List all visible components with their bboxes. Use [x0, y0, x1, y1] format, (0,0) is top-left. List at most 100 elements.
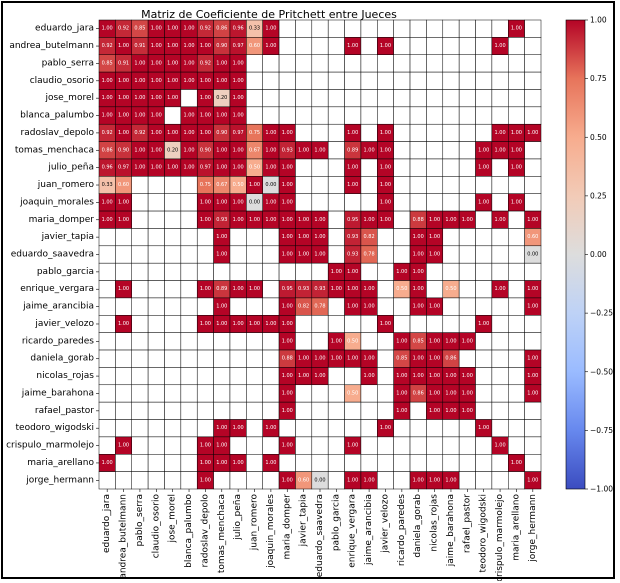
x-tick-label: jorge_hermann — [528, 494, 538, 563]
heatmap-cell — [262, 280, 280, 299]
heatmap-cell — [491, 315, 509, 333]
heatmap-cell — [360, 54, 378, 73]
heatmap-cell — [491, 89, 509, 108]
heatmap-cell — [246, 384, 263, 403]
heatmap-cell — [442, 193, 460, 212]
cell-value-label: 1.00 — [314, 356, 325, 362]
cell-value-label: 0.00 — [527, 252, 538, 258]
heatmap-cell — [295, 106, 313, 125]
cell-value-label: 1.00 — [511, 460, 522, 466]
heatmap-cell — [164, 176, 182, 194]
cell-value-label: 1.00 — [380, 165, 391, 171]
heatmap-cell — [508, 471, 525, 490]
cell-value-label: 1.00 — [314, 147, 325, 153]
heatmap-cell — [115, 262, 132, 281]
cell-value-label: 1.00 — [445, 338, 456, 344]
heatmap-cell — [426, 436, 444, 455]
cell-value-label: 0.82 — [298, 304, 309, 310]
cell-value-label: 1.00 — [282, 477, 293, 483]
heatmap-cell — [458, 19, 476, 38]
heatmap-cell — [508, 37, 525, 55]
heatmap-cell — [180, 436, 198, 455]
cell-value-label: 0.00 — [249, 199, 260, 205]
cell-value-label: 1.00 — [445, 408, 456, 414]
cell-value-label: 1.00 — [429, 338, 440, 344]
heatmap-cell — [442, 176, 460, 194]
heatmap-cells: 1.00 0.92 0.85 1.00 1.00 1.00 0.92 0.86 0.96 0.33… — [98, 19, 542, 490]
heatmap-cell — [196, 419, 214, 438]
cell-value-label: 1.00 — [413, 373, 424, 379]
cell-value-label: 0.75 — [249, 130, 260, 136]
heatmap-cell — [196, 228, 214, 247]
heatmap-cell — [360, 19, 378, 38]
heatmap-cell — [213, 471, 231, 490]
cell-value-label: 1.00 — [298, 356, 309, 362]
cell-value-label: 1.00 — [200, 217, 211, 223]
heatmap-cell — [327, 89, 345, 108]
cell-value-label: 1.00 — [413, 269, 424, 275]
heatmap-cell — [295, 193, 313, 212]
heatmap-cell — [196, 332, 214, 351]
heatmap-cell — [508, 176, 525, 194]
y-tick-label: pablo_serra — [42, 58, 94, 68]
cell-value-label: 1.00 — [216, 443, 227, 449]
heatmap-cell — [377, 262, 394, 281]
heatmap-cell — [131, 419, 149, 438]
cell-value-label: 1.00 — [495, 217, 506, 223]
cell-value-label: 1.00 — [314, 234, 325, 240]
cell-value-label: 1.00 — [216, 321, 227, 327]
cell-value-label: 0.86 — [216, 26, 227, 32]
heatmap-cell — [246, 419, 263, 438]
heatmap-cell — [229, 349, 247, 368]
cell-value-label: 0.88 — [413, 217, 424, 223]
heatmap-cell — [262, 245, 280, 264]
cell-value-label: 1.00 — [527, 477, 538, 483]
y-tick-label: crispulo_marmolejo — [6, 441, 94, 451]
heatmap-cell — [115, 245, 132, 264]
x-tick-label: eduardo_saavedra — [315, 494, 325, 577]
y-tick-label: maria_arellano — [27, 458, 94, 468]
heatmap-cell — [246, 401, 263, 420]
heatmap-cell — [360, 89, 378, 108]
cell-value-label: 1.00 — [118, 130, 129, 136]
heatmap-cell — [246, 106, 263, 125]
cell-value-label: 1.00 — [151, 113, 162, 119]
heatmap-cell — [147, 210, 165, 229]
cell-value-label: 0.85 — [134, 26, 145, 32]
heatmap-cell — [344, 367, 362, 386]
y-tick-label: julio_peña — [47, 163, 94, 173]
heatmap-cell — [295, 436, 313, 455]
cell-value-label: 1.00 — [265, 26, 276, 32]
cell-value-label: 1.00 — [216, 60, 227, 66]
cell-value-label: 1.00 — [183, 147, 194, 153]
cell-value-label: 1.00 — [413, 477, 424, 483]
heatmap-cell — [164, 419, 182, 438]
cell-value-label: 0.86 — [445, 356, 456, 362]
heatmap-cell — [147, 332, 165, 351]
cell-value-label: 1.00 — [102, 199, 113, 205]
heatmap-cell — [442, 297, 460, 316]
heatmap-cell — [262, 71, 280, 90]
heatmap-cell — [508, 367, 525, 386]
heatmap-cell — [131, 176, 149, 194]
cell-value-label: 1.00 — [102, 95, 113, 101]
heatmap-cell — [360, 193, 378, 212]
heatmap-cell — [327, 384, 345, 403]
heatmap-cell — [393, 436, 411, 455]
cell-value-label: 1.00 — [151, 165, 162, 171]
heatmap-cell — [98, 315, 116, 333]
heatmap-cell — [458, 315, 476, 333]
cell-value-label: 1.00 — [233, 113, 244, 119]
cell-value-label: 0.97 — [118, 165, 129, 171]
cell-value-label: 1.00 — [396, 338, 407, 344]
heatmap-cell — [246, 332, 263, 351]
x-tick-labels: eduardo_jara andrea_butelmann pablo_serra c… — [102, 489, 538, 581]
cell-value-label: 1.00 — [413, 286, 424, 292]
heatmap-cell — [213, 384, 231, 403]
heatmap-cell — [164, 228, 182, 247]
cell-value-label: 1.00 — [216, 78, 227, 84]
cell-value-label: 1.00 — [314, 252, 325, 258]
heatmap-cell — [475, 280, 493, 299]
heatmap-cell — [475, 349, 493, 368]
cell-value-label: 1.00 — [282, 443, 293, 449]
